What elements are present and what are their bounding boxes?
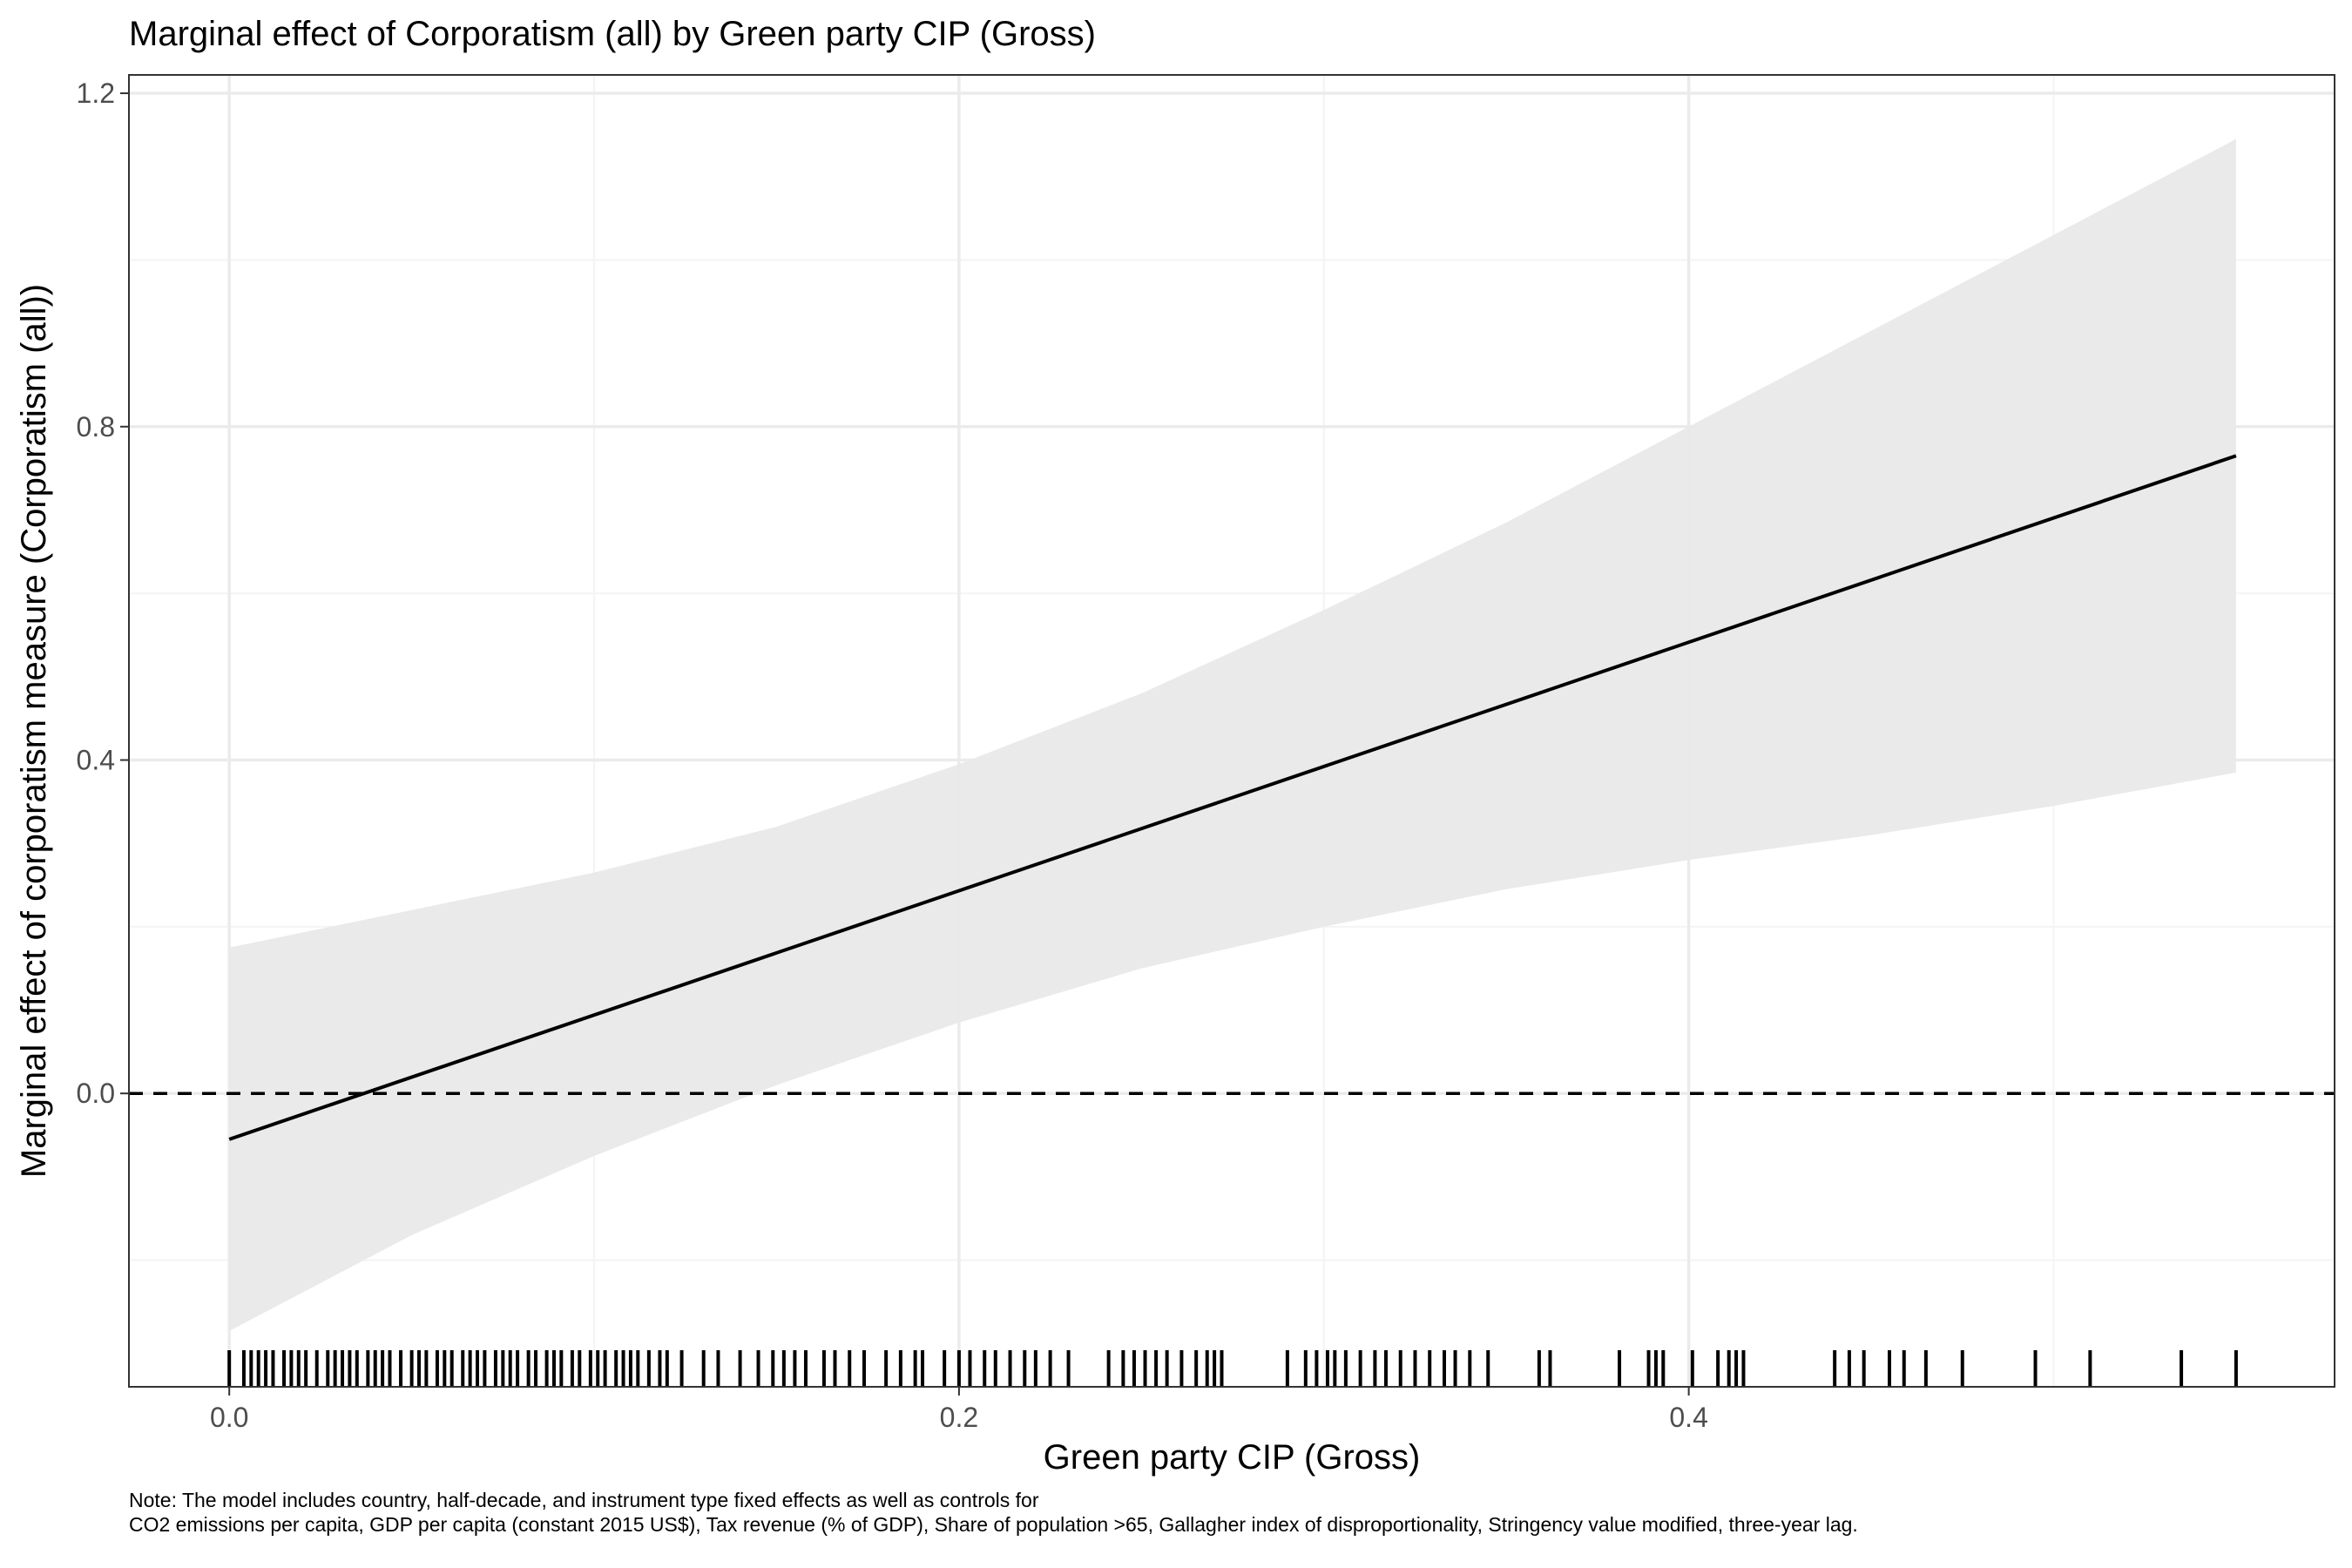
x-tick-label: 0.0 bbox=[210, 1402, 248, 1433]
x-tick-label: 0.2 bbox=[940, 1402, 978, 1433]
confidence-band bbox=[229, 139, 2236, 1331]
x-tick-label: 0.4 bbox=[1669, 1402, 1707, 1433]
note-line-1: Note: The model includes country, half-d… bbox=[129, 1489, 1039, 1511]
y-tick-label: 0.0 bbox=[77, 1078, 115, 1109]
marginal-effect-line bbox=[228, 454, 2237, 1141]
note-line-2: CO2 emissions per capita, GDP per capita… bbox=[129, 1513, 1858, 1536]
rug-marks bbox=[227, 1350, 2238, 1387]
panel-border bbox=[128, 74, 2335, 1388]
y-axis-title: Marginal effect of corporatism measure (… bbox=[15, 284, 53, 1178]
y-axis: 0.0 0.4 0.8 1.2 bbox=[77, 78, 129, 1109]
y-tick-label: 1.2 bbox=[77, 78, 115, 109]
y-tick-label: 0.8 bbox=[77, 411, 115, 443]
y-tick-label: 0.4 bbox=[77, 744, 115, 775]
x-axis: 0.0 0.2 0.4 bbox=[210, 1387, 1708, 1433]
chart-title: Marginal effect of Corporatism (all) by … bbox=[129, 15, 1096, 53]
x-axis-title: Green party CIP (Gross) bbox=[1044, 1438, 1421, 1477]
